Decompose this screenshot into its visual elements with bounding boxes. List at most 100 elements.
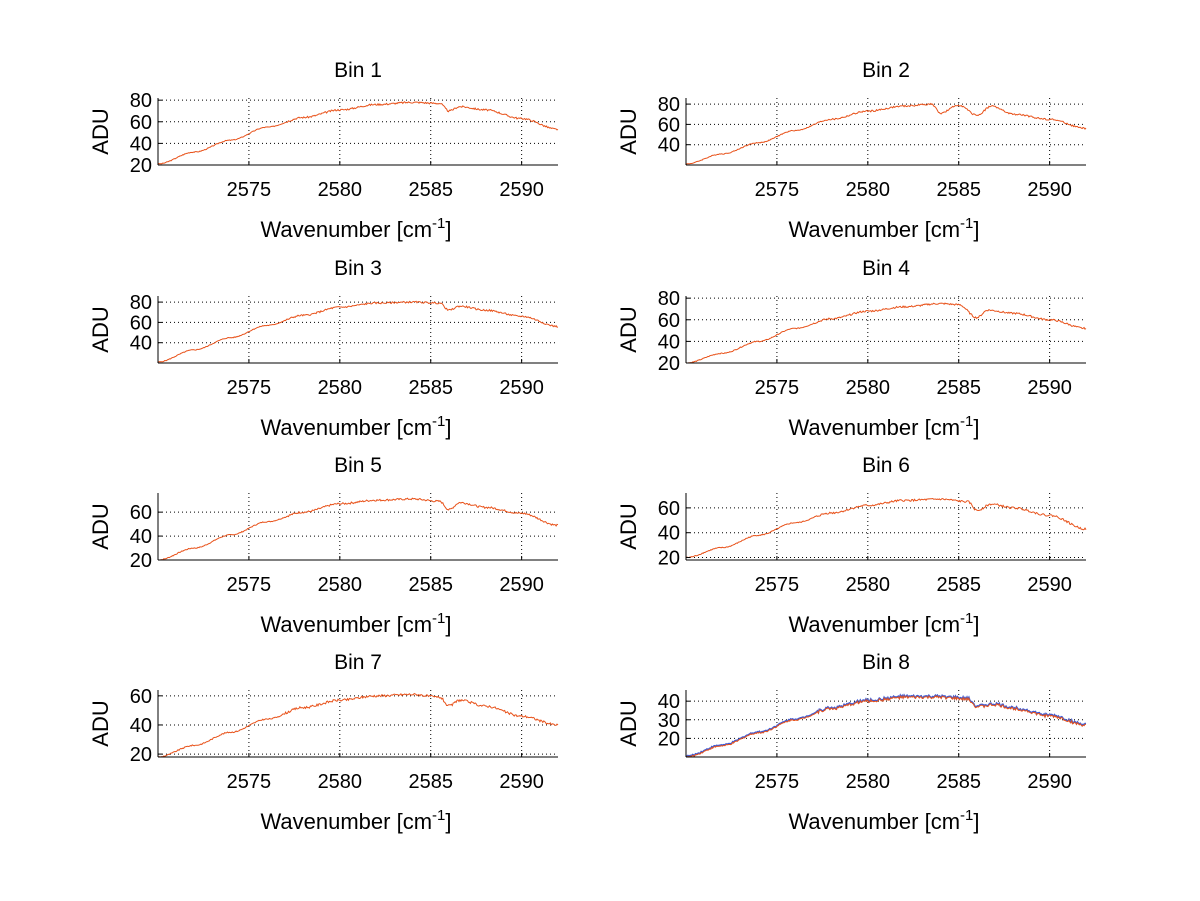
plot-area	[686, 690, 1086, 757]
x-tick-label: 2590	[1027, 377, 1072, 399]
x-axis-label: Wavenumber [cm-1]	[260, 413, 451, 440]
x-tick-label: 2580	[846, 377, 891, 399]
x-axis-label: Wavenumber [cm-1]	[260, 807, 451, 834]
y-tick-label: 40	[130, 333, 152, 355]
y-tick-label: 40	[658, 523, 680, 545]
y-axis-label: ADU	[88, 700, 113, 746]
x-tick-label: 2590	[1027, 771, 1072, 793]
x-tick-label: 2590	[1027, 574, 1072, 596]
y-tick-label: 60	[130, 502, 152, 524]
plot-area	[158, 98, 558, 165]
y-tick-label: 80	[658, 94, 680, 116]
x-axis-label: Wavenumber [cm-1]	[788, 807, 979, 834]
y-tick-label: 20	[658, 548, 680, 570]
x-tick-label: 2575	[755, 179, 800, 201]
plot-area	[158, 690, 558, 757]
x-tick-label: 2585	[408, 179, 453, 201]
x-tick-label: 2580	[318, 574, 363, 596]
x-tick-label: 2585	[936, 179, 981, 201]
x-axis-label: Wavenumber [cm-1]	[788, 610, 979, 637]
x-tick-label: 2585	[408, 771, 453, 793]
x-tick-label: 2590	[499, 574, 544, 596]
chart-title: Bin 5	[334, 454, 382, 477]
y-axis-label: ADU	[88, 503, 113, 549]
y-axis-label: ADU	[616, 306, 641, 352]
y-tick-label: 40	[658, 691, 680, 713]
subplot-bin-6: 2575 2580 2585 2590 20 40 60 Bin 6 ADU Wavenumber…	[616, 454, 1087, 637]
series-line	[157, 300, 558, 363]
x-tick-label: 2580	[846, 179, 891, 201]
x-tick-label: 2575	[755, 377, 800, 399]
y-axis-label: ADU	[88, 108, 113, 154]
series-line	[157, 692, 559, 758]
plot-area	[686, 493, 1086, 560]
chart-title: Bin 1	[334, 59, 382, 82]
series-line	[685, 497, 1087, 559]
x-tick-label: 2590	[1027, 179, 1072, 201]
y-tick-label: 20	[130, 550, 152, 572]
y-axis-label: ADU	[616, 503, 641, 549]
y-tick-label: 40	[658, 135, 680, 157]
x-tick-label: 2585	[936, 377, 981, 399]
y-tick-label: 80	[130, 90, 152, 112]
chart-title: Bin 4	[862, 257, 910, 280]
chart-title: Bin 2	[862, 59, 910, 82]
x-tick-label: 2580	[846, 771, 891, 793]
x-tick-label: 2580	[318, 377, 363, 399]
x-tick-label: 2575	[755, 574, 800, 596]
y-tick-label: 80	[658, 288, 680, 310]
y-tick-label: 20	[658, 728, 680, 750]
plot-area	[158, 493, 558, 560]
y-tick-label: 20	[658, 353, 680, 375]
series-line	[157, 101, 559, 165]
plot-area	[686, 296, 1086, 363]
y-tick-label: 40	[130, 133, 152, 155]
y-axis-label: ADU	[616, 108, 641, 154]
x-tick-label: 2590	[499, 771, 544, 793]
x-tick-label: 2590	[499, 377, 544, 399]
x-tick-label: 2585	[408, 377, 453, 399]
chart-title: Bin 6	[862, 454, 910, 477]
y-tick-label: 40	[130, 526, 152, 548]
y-tick-label: 30	[658, 710, 680, 732]
x-tick-label: 2575	[755, 771, 800, 793]
y-tick-label: 60	[658, 310, 680, 332]
x-tick-label: 2585	[936, 771, 981, 793]
x-axis-label: Wavenumber [cm-1]	[788, 215, 979, 242]
y-tick-label: 60	[130, 686, 152, 708]
y-tick-label: 20	[130, 744, 152, 766]
y-tick-label: 40	[130, 715, 152, 737]
series-line-overlay	[686, 693, 1086, 758]
series-line	[157, 497, 559, 561]
plot-area	[158, 296, 558, 363]
y-axis-label: ADU	[616, 700, 641, 746]
x-tick-label: 2575	[227, 179, 272, 201]
subplot-bin-7: 2575 2580 2585 2590 20 40 60 Bin 7 ADU Wavenumber…	[88, 651, 559, 834]
plot-area	[686, 98, 1086, 165]
y-tick-label: 40	[658, 331, 680, 353]
x-tick-label: 2575	[227, 377, 272, 399]
x-axis-label: Wavenumber [cm-1]	[260, 610, 451, 637]
x-tick-label: 2590	[499, 179, 544, 201]
y-tick-label: 60	[658, 498, 680, 520]
y-tick-label: 20	[130, 155, 152, 177]
y-tick-label: 60	[130, 312, 152, 334]
x-tick-label: 2585	[936, 574, 981, 596]
x-tick-label: 2580	[846, 574, 891, 596]
chart-title: Bin 7	[334, 651, 382, 674]
series-line	[685, 102, 1087, 165]
y-tick-label: 80	[130, 292, 152, 314]
x-tick-label: 2575	[227, 574, 272, 596]
chart-title: Bin 8	[862, 651, 910, 674]
chart-title: Bin 3	[334, 257, 382, 280]
y-axis-label: ADU	[88, 306, 113, 352]
x-tick-label: 2585	[408, 574, 453, 596]
y-tick-label: 60	[658, 114, 680, 136]
